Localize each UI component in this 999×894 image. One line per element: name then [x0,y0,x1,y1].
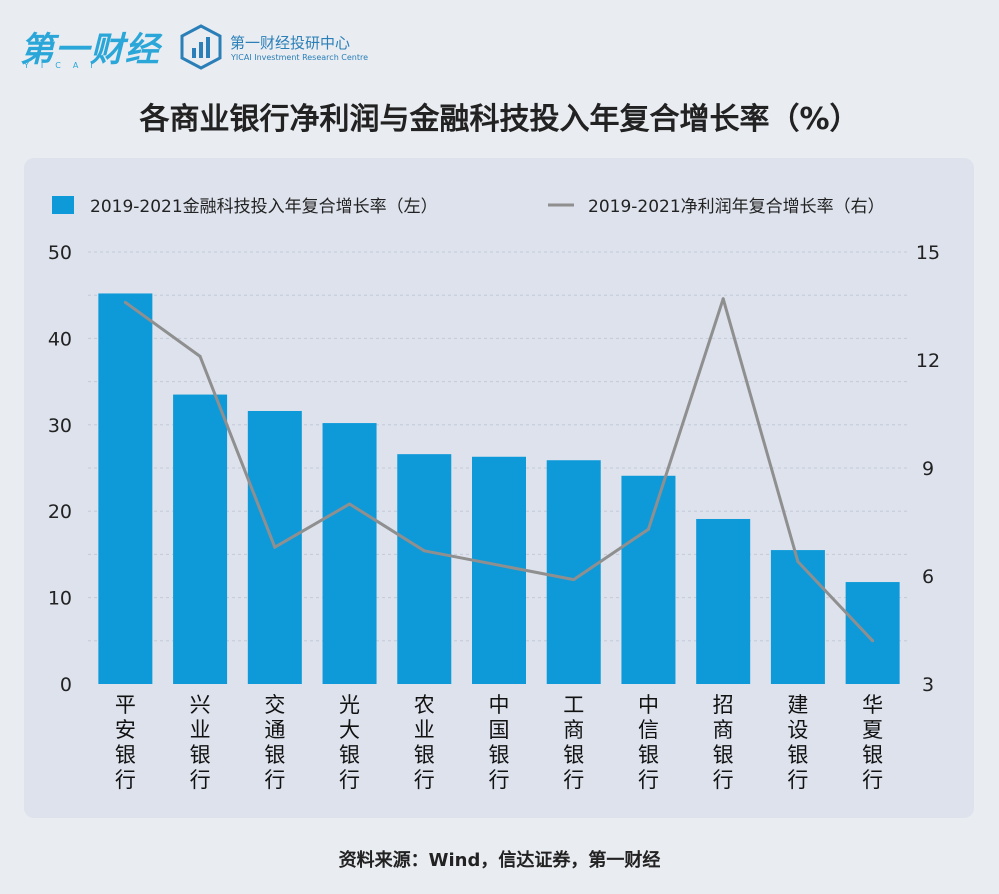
bar [621,475,676,684]
left-tick-label: 10 [48,588,72,610]
left-tick-label: 30 [48,415,72,437]
left-axis-ticks: 0 10 20 30 40 50 [48,242,72,696]
line-point [796,560,800,564]
line-point [497,563,501,567]
line-point [273,545,277,549]
category-label: 中信银行 [638,693,659,792]
line-point [572,578,576,582]
category-label: 光大银行 [339,693,360,792]
category-labels: 平安银行 兴业银行 交通银行 光大银行 农业银行 中国银行 工商银行 中信银行 招商银行 建设银行… [115,693,883,792]
line-point [871,639,875,643]
category-label: 建设银行 [787,693,808,792]
line-series [123,297,875,643]
left-tick-label: 20 [48,501,72,523]
bar [845,582,900,684]
legend-line-label: 2019-2021净利润年复合增长率（右） [588,197,885,217]
line-point [123,300,127,304]
category-label: 华夏银行 [862,693,883,792]
bar [770,550,825,684]
line-point [348,502,352,506]
right-tick-label: 12 [916,350,940,372]
research-centre-name: 第一财经投研中心 [230,34,351,52]
bars [98,293,900,684]
category-label: 中国银行 [489,693,510,792]
category-label: 交通银行 [264,693,285,792]
bar [322,423,377,684]
line-point [721,297,725,301]
bar [173,394,228,684]
category-label: 平安银行 [115,693,136,792]
yicai-logo-sub: YICAI [24,61,105,70]
chart-title: 各商业银行净利润与金融科技投入年复合增长率（%） [139,102,860,137]
left-tick-label: 50 [48,242,72,264]
left-tick-label: 0 [60,674,72,696]
research-centre-icon [180,24,222,70]
category-label: 招商银行 [713,693,734,792]
legend-bar-swatch [52,196,74,214]
source-note: 资料来源：Wind，信达证券，第一财经 [338,850,661,871]
category-label: 农业银行 [414,693,435,792]
bar [546,460,601,684]
bar [397,454,452,684]
right-tick-label: 15 [916,242,940,264]
header: 第一财经 YICAI 第一财经投研中心 YICAI Investment Res… [0,0,999,80]
category-label: 工商银行 [563,693,584,792]
right-axis-ticks: 3 6 9 12 15 [916,242,940,696]
category-label: 兴业银行 [190,693,211,792]
right-tick-label: 3 [922,674,934,696]
left-tick-label: 40 [48,328,72,350]
right-tick-label: 9 [922,458,934,480]
right-tick-label: 6 [922,566,934,588]
line-point [422,549,426,553]
research-centre-en: YICAI Investment Research Centre [231,53,369,62]
bar [696,518,751,684]
yicai-logo: 第一财经 [20,30,160,70]
bar [472,456,526,684]
bar [98,293,153,684]
legend: 2019-2021金融科技投入年复合增长率（左） 2019-2021净利润年复合… [52,196,885,217]
legend-bar-label: 2019-2021金融科技投入年复合增长率（左） [90,197,438,217]
line-point [646,527,650,531]
line-point [198,354,202,358]
